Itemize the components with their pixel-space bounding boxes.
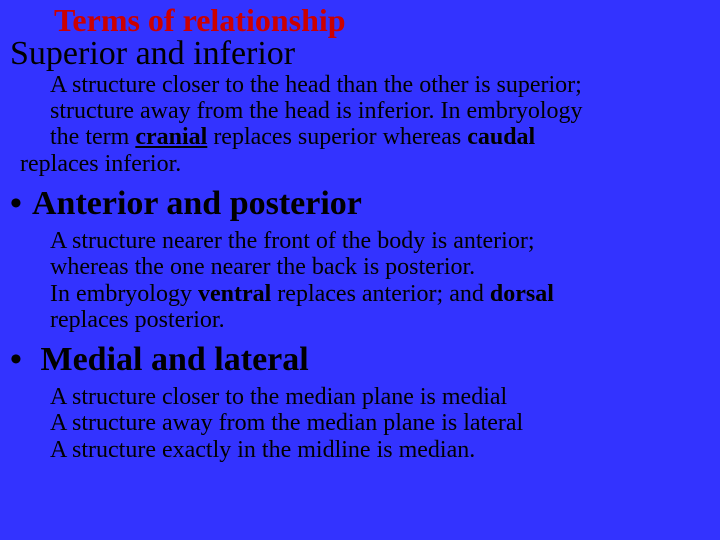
section1-heading: Superior and inferior [10,36,710,72]
section1-line2: structure away from the head is inferior… [10,98,710,124]
term-cranial: cranial [135,124,207,150]
section1-line3: the term cranial replaces superior where… [10,124,710,150]
bullet-icon: • [10,183,32,226]
section2-line1: A structure nearer the front of the body… [10,228,710,254]
section1-line1: A structure closer to the head than the … [10,72,710,98]
section3-line2: A structure away from the median plane i… [10,410,710,436]
section3-line1: A structure closer to the median plane i… [10,384,710,410]
section2-line2: whereas the one nearer the back is poste… [10,254,710,280]
term-dorsal: dorsal [490,281,554,307]
section3-line3: A structure exactly in the midline is me… [10,437,710,463]
slide: Terms of relationship Superior and infer… [0,0,720,473]
bullet-icon: • [10,339,32,382]
term-caudal: caudal [467,124,535,150]
slide-title: Terms of relationship [10,4,710,36]
section2-line4: replaces posterior. [10,307,710,333]
term-ventral: ventral [198,281,271,307]
section1-line4: replaces inferior. [10,151,710,177]
section3-heading: • Medial and lateral [10,339,710,382]
section2-line3: In embryology ventral replaces anterior;… [10,281,710,307]
section2-heading: •Anterior and posterior [10,183,710,226]
